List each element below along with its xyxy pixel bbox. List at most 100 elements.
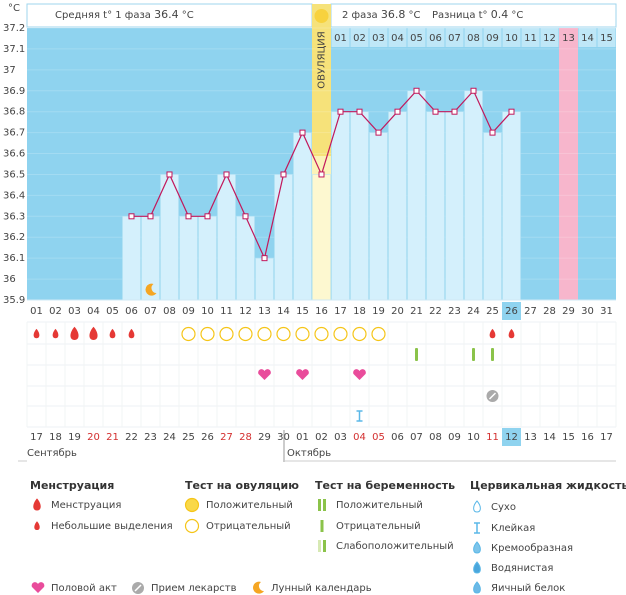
x-tick-label: 05 <box>106 306 119 317</box>
legend-item: Водянистая <box>491 563 553 574</box>
date-label: 03 <box>334 432 347 443</box>
date-label: 21 <box>106 432 119 443</box>
pregnancy-test-icon <box>491 348 494 361</box>
legend-item: Половой акт <box>51 583 117 594</box>
legend-circle <box>184 497 200 513</box>
temperature-marker <box>375 129 382 136</box>
pregnancy-test-icon <box>472 348 475 361</box>
x-tick-label: 09 <box>182 306 195 317</box>
temperature-marker <box>299 129 306 136</box>
x-tick-label: 10 <box>201 306 214 317</box>
ovulation-test-icon <box>181 326 196 342</box>
x-tick-label: 04 <box>87 306 100 317</box>
date-label: 05 <box>372 432 385 443</box>
day-cell <box>540 28 559 47</box>
pregnancy-test-icon <box>415 348 418 361</box>
legend-item: Отрицательный <box>206 521 291 532</box>
diff-label: Разница t° <box>432 10 488 21</box>
day-cell <box>521 28 540 47</box>
day-cell <box>407 28 426 47</box>
ovulation-test-icon <box>219 326 234 342</box>
y-tick-label: 35.9 <box>3 295 25 306</box>
legend-item: Слабоположительный <box>336 541 454 552</box>
x-tick-label: 16 <box>315 306 328 317</box>
legend-item: Клейкая <box>491 523 535 534</box>
y-tick-label: 37.1 <box>3 44 25 55</box>
date-label: 24 <box>163 432 176 443</box>
bar <box>217 174 236 301</box>
today-date-box <box>502 428 521 446</box>
date-label: 28 <box>239 432 252 443</box>
legend-cervical <box>473 541 481 554</box>
x-tick-label: 15 <box>296 306 309 317</box>
day-cell <box>388 28 407 47</box>
legend-item: Лунный календарь <box>271 583 372 594</box>
today-box <box>502 302 521 320</box>
day-cell <box>369 28 388 47</box>
date-label: 19 <box>68 432 81 443</box>
x-tick-label: 17 <box>334 306 347 317</box>
date-label: 29 <box>258 432 271 443</box>
cervical-icon <box>356 410 363 422</box>
sun-icon <box>314 9 329 23</box>
day-cell <box>578 28 597 47</box>
phase2-day-label: 09 <box>486 33 499 44</box>
ovulation-test-icon <box>295 326 310 342</box>
date-label: 12 <box>505 432 518 443</box>
x-tick-label: 03 <box>68 306 81 317</box>
phase2-day-label: 12 <box>543 33 556 44</box>
legend-cervical <box>473 500 481 513</box>
menstruation-icon <box>109 328 116 339</box>
temperature-marker <box>470 87 477 94</box>
menstruation-icon <box>33 328 40 339</box>
moon-icon <box>145 283 157 296</box>
x-tick-label: 26 <box>505 306 518 317</box>
temperature-marker <box>280 171 287 178</box>
legend-item: Прием лекарств <box>151 583 237 594</box>
x-tick-label: 06 <box>125 306 138 317</box>
date-label: 22 <box>125 432 138 443</box>
date-label: 16 <box>581 432 594 443</box>
y-tick-label: 36.8 <box>3 107 25 118</box>
x-tick-label: 08 <box>163 306 176 317</box>
bar <box>331 111 350 301</box>
y-unit: °C <box>8 3 20 14</box>
diff-text: Разница t° 0.4 °C <box>432 8 523 21</box>
y-tick-label: 36.3 <box>3 211 25 222</box>
x-tick-label: 14 <box>277 306 290 317</box>
x-tick-label: 13 <box>258 306 271 317</box>
temperature-marker <box>413 87 420 94</box>
diff-value: 0.4 <box>491 8 509 21</box>
temperature-marker <box>261 255 268 262</box>
ovulation-top <box>312 4 331 156</box>
bar <box>293 132 312 301</box>
phase2-day-label: 07 <box>448 33 461 44</box>
temperature-marker <box>394 108 401 115</box>
date-label: 20 <box>87 432 100 443</box>
x-tick-label: 21 <box>410 306 423 317</box>
bar <box>426 111 445 301</box>
bar <box>122 216 141 301</box>
day-cell <box>426 28 445 47</box>
bar <box>255 257 274 301</box>
date-label: 08 <box>429 432 442 443</box>
bar <box>350 111 369 301</box>
y-tick-label: 36.9 <box>3 86 25 97</box>
y-tick-label: 36.1 <box>3 253 25 264</box>
date-label: 17 <box>600 432 613 443</box>
day-cell <box>483 28 502 47</box>
x-tick-label: 30 <box>581 306 594 317</box>
x-tick-label: 22 <box>429 306 442 317</box>
x-tick-label: 23 <box>448 306 461 317</box>
bar <box>464 90 483 301</box>
ovulation-test-icon <box>200 326 215 342</box>
date-label: 13 <box>524 432 537 443</box>
date-label: 11 <box>486 432 499 443</box>
legend-title: Тест на беременность <box>315 479 455 492</box>
temperature-marker <box>508 108 515 115</box>
legend-item: Менструация <box>51 500 121 511</box>
date-label: 27 <box>220 432 233 443</box>
bar <box>198 216 217 301</box>
phase2-day-label: 02 <box>353 33 366 44</box>
ovulation-test-icon <box>352 326 367 342</box>
